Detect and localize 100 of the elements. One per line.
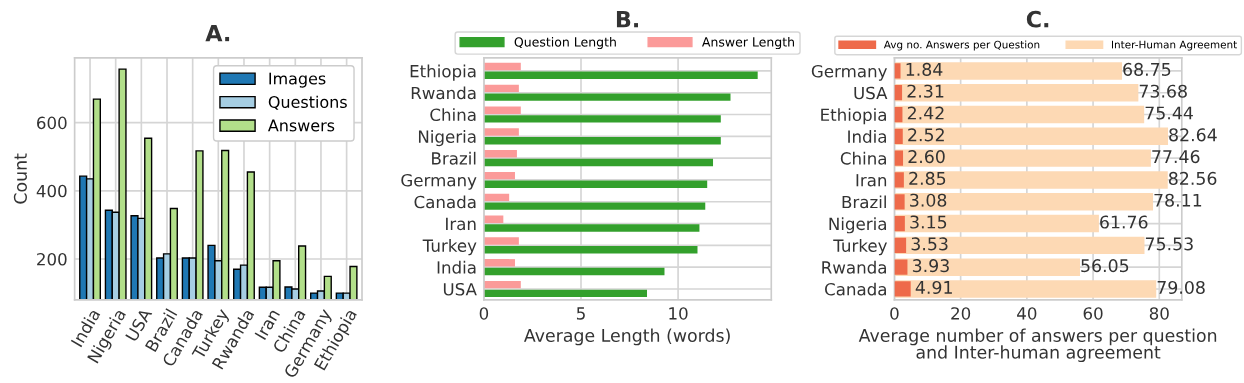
bar	[894, 62, 1123, 80]
bar	[894, 237, 907, 253]
y-tick-label: India	[848, 130, 886, 143]
bar	[894, 281, 911, 297]
y-tick-label: 400	[36, 184, 67, 198]
x-tick-label: 60	[1083, 307, 1103, 320]
bar	[483, 224, 700, 232]
y-tick-label: Nigeria	[418, 130, 476, 147]
data-label: 2.31	[907, 84, 944, 98]
chart-title: B.	[616, 11, 639, 28]
legend-label: Questions	[268, 95, 347, 110]
bar	[483, 280, 521, 289]
bar	[483, 71, 758, 79]
bar	[894, 127, 1169, 146]
y-tick-label: USA	[854, 86, 888, 100]
bar	[483, 289, 648, 298]
y-tick-label: Brazil	[432, 151, 476, 165]
bar	[894, 149, 1151, 167]
data-label: 2.52	[908, 128, 944, 142]
x-tick-label: 40	[1017, 307, 1037, 320]
y-tick-label: Germany	[401, 173, 477, 190]
chart-title: A.	[205, 24, 230, 42]
data-label: 3.53	[911, 237, 948, 251]
bar	[894, 280, 1157, 298]
bar	[483, 115, 721, 123]
y-tick-label: Rwanda	[411, 86, 476, 100]
bar	[894, 172, 904, 188]
bar	[894, 85, 903, 101]
data-label: 78.11	[1154, 193, 1202, 207]
legend-label: Inter-Human Agreement	[1111, 40, 1237, 51]
bar	[483, 158, 714, 167]
bar	[483, 150, 517, 158]
bar	[894, 259, 908, 275]
y-tick-label: China	[840, 151, 886, 165]
bar	[483, 171, 515, 180]
bar	[894, 215, 905, 232]
bar	[483, 128, 519, 136]
data-label: 2.42	[907, 106, 944, 120]
data-label: 3.93	[912, 259, 949, 273]
bar	[483, 237, 519, 245]
data-label: 3.15	[910, 215, 947, 229]
bar	[483, 84, 519, 93]
bar	[894, 258, 1080, 276]
y-tick-label: 600	[37, 116, 67, 130]
x-axis-title: Average number of answers per question and Inter-human agreement	[858, 328, 1217, 363]
bar	[894, 105, 1145, 124]
data-label: 73.68	[1139, 84, 1187, 98]
y-tick-label: Canada	[414, 195, 476, 209]
data-label: 2.85	[909, 171, 946, 185]
data-label: 77.46	[1152, 150, 1200, 164]
x-tick-label: 0	[890, 307, 899, 320]
y-tick-label: Iran	[856, 174, 887, 187]
bar	[894, 128, 903, 144]
data-label: 61.76	[1100, 215, 1148, 229]
legend-label: Question Length	[514, 36, 616, 50]
bar	[483, 267, 665, 276]
data-label: 1.84	[906, 62, 943, 76]
y-tick-label: Rwanda	[822, 260, 886, 274]
x-axis-title: Average Length (words)	[523, 328, 730, 346]
bar	[894, 84, 1139, 102]
legend-label: Answer Length	[702, 36, 794, 50]
x-tick-label: 20	[951, 307, 971, 320]
bar	[483, 62, 521, 71]
y-tick-label: Turkey	[833, 239, 887, 256]
chart-title: C.	[1026, 10, 1049, 28]
y-tick-label: India	[437, 260, 476, 274]
bar	[483, 202, 706, 210]
bar	[483, 93, 731, 101]
y-tick-label: 200	[37, 252, 67, 266]
data-label: 3.08	[910, 193, 947, 207]
y-tick-label: Ethiopia	[821, 108, 886, 125]
bar	[483, 106, 521, 114]
data-label: 82.56	[1168, 171, 1217, 185]
bar	[483, 246, 698, 254]
bar	[894, 150, 904, 166]
y-tick-label: Nigeria	[829, 217, 886, 234]
x-tick-label: 10	[669, 307, 688, 320]
data-label: 82.64	[1169, 128, 1217, 142]
legend-label: Avg no. Answers per Question	[883, 40, 1040, 51]
y-tick-label: Ethiopia	[410, 64, 476, 81]
data-label: 68.75	[1123, 62, 1171, 76]
y-tick-label: Canada	[825, 282, 886, 296]
data-label: 4.91	[915, 280, 952, 295]
bar	[894, 63, 901, 79]
data-label: 2.60	[908, 150, 945, 164]
y-tick-label: Germany	[811, 64, 887, 81]
y-axis-title: Count	[13, 153, 27, 204]
bar	[483, 215, 504, 223]
data-label: 79.08	[1157, 280, 1205, 295]
bar	[894, 194, 905, 210]
x-tick-label: 0	[479, 307, 489, 320]
y-tick-label: Brazil	[842, 195, 886, 209]
bar	[483, 193, 510, 202]
data-label: 75.53	[1145, 237, 1193, 251]
x-tick-label: 80	[1149, 307, 1169, 320]
bar	[483, 259, 515, 267]
legend-label: Images	[269, 72, 326, 88]
legend-label: Answers	[267, 119, 335, 132]
x-tick-label: 5	[576, 307, 585, 320]
y-tick-label: USA	[443, 282, 477, 296]
